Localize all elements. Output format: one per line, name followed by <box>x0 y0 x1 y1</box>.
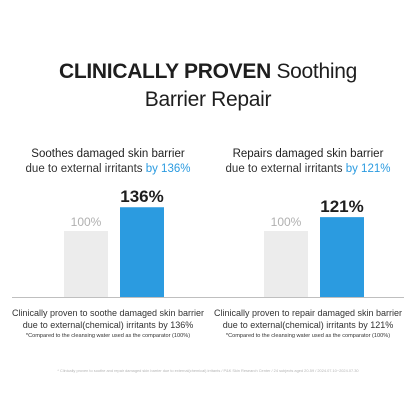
baseline-divider <box>12 297 404 298</box>
panel-subtitle-accent: Repairs damaged skin barrier <box>232 148 384 160</box>
comparator-note: *Compared to the cleansing water used as… <box>225 333 391 339</box>
panel-subtitle-dark: due to external irritants <box>225 163 343 175</box>
study-footnote: * Clinically proven to soothe and repair… <box>57 368 359 373</box>
result-value-label: 121% <box>320 197 363 216</box>
comparator-value-label: 100% <box>271 215 302 229</box>
headline-rest: Soothing <box>270 60 357 83</box>
headline-line-1: CLINICALLY PROVEN Soothing <box>0 58 416 86</box>
headline-bold: CLINICALLY PROVEN <box>59 60 271 83</box>
panel-subtitle-value: by 136% <box>142 163 191 175</box>
panel-subtitle-value: by 121% <box>342 163 391 175</box>
bar-chart-soothing: 100% 136% <box>64 187 164 297</box>
result-bar <box>120 207 164 297</box>
bar-chart-repair: 100% 121% <box>264 197 364 297</box>
headline: CLINICALLY PROVEN Soothing Barrier Repai… <box>0 58 416 114</box>
comparator-bar <box>264 231 308 297</box>
panel-subtitle-accent: Soothes damaged skin barrier <box>31 148 185 160</box>
caption-repair: Clinically proven to repair damaged skin… <box>213 308 403 330</box>
panel-subtitle-dark: due to external irritants <box>25 163 143 175</box>
headline-line-2: Barrier Repair <box>144 88 272 111</box>
comparator-value-label: 100% <box>71 215 102 229</box>
panel-subtitle: due to external irritants by 136% <box>8 161 208 177</box>
panel-subtitle: due to external irritants by 121% <box>208 161 408 177</box>
comparator-note: *Compared to the cleansing water used as… <box>25 333 191 339</box>
chart-panel-soothing: Soothes damaged skin barrier due to exte… <box>8 140 208 340</box>
caption-soothing: Clinically proven to soothe damaged skin… <box>11 308 205 330</box>
comparator-bar <box>64 231 108 297</box>
result-bar <box>320 217 364 297</box>
result-value-label: 136% <box>120 187 163 206</box>
chart-panel-repair: Repairs damaged skin barrier due to exte… <box>208 140 408 340</box>
